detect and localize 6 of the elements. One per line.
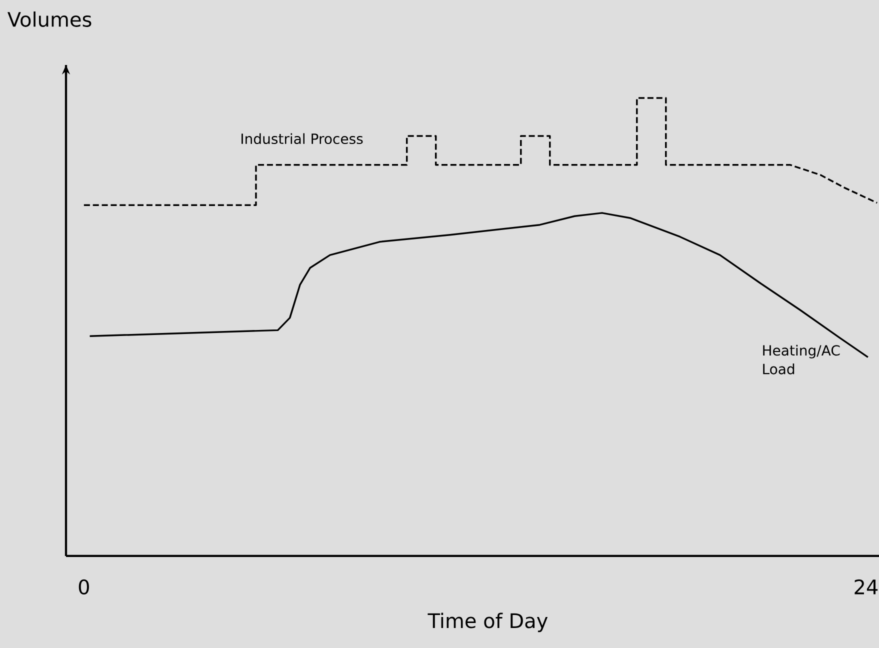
y-axis-title: Volumes — [8, 11, 92, 27]
x-axis-title: Time of Day — [428, 612, 548, 632]
x-tick-label: 24 — [854, 579, 878, 594]
series-label: Heating/AC Load — [763, 344, 840, 374]
series-label: Industrial Process — [242, 133, 363, 144]
x-tick-label: 0 — [78, 579, 89, 594]
